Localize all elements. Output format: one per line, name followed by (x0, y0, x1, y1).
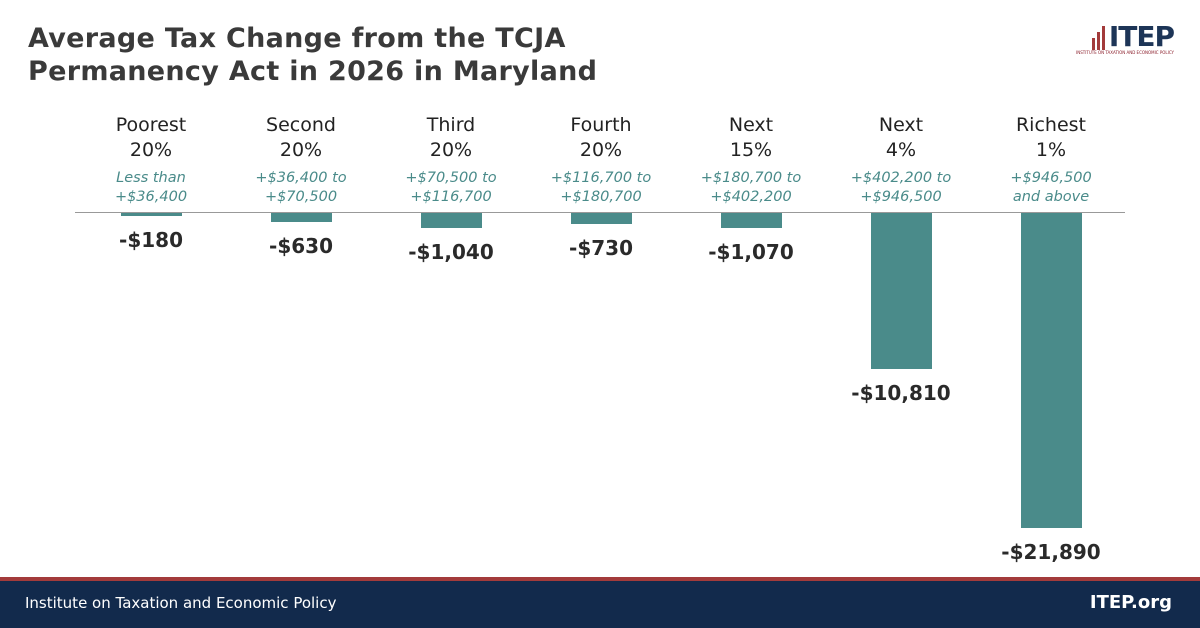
baseline (75, 212, 1125, 213)
value-label: -$180 (119, 227, 183, 252)
footer-text: Institute on Taxation and Economic Polic… (25, 594, 337, 612)
income-range: +$70,500 to +$116,700 (405, 170, 497, 205)
income-range: +$116,700 to +$180,700 (550, 170, 652, 205)
category-label: Next 15% (728, 114, 774, 161)
income-range: Less than +$36,400 (114, 170, 188, 205)
value-label: -$1,040 (408, 239, 494, 264)
category-label: Poorest 20% (115, 114, 187, 161)
logo: ITEP (1108, 20, 1175, 53)
value-label: -$21,890 (1001, 540, 1101, 564)
bar (570, 213, 632, 224)
category-label: Next 4% (878, 114, 924, 161)
value-label: -$10,810 (851, 380, 951, 405)
logo-icon (1092, 26, 1105, 50)
income-range: +$946,500 and above (1010, 170, 1092, 205)
category-label: Fourth 20% (570, 114, 632, 161)
footer (0, 577, 1200, 628)
value-label: -$1,070 (708, 240, 794, 265)
income-range: +$36,400 to +$70,500 (255, 170, 347, 205)
bar (270, 213, 332, 223)
income-range: +$402,200 to +$946,500 (850, 170, 952, 205)
bar (720, 213, 782, 229)
chart-title: Average Tax Change from the TCJA Permane… (28, 23, 598, 87)
value-label: -$630 (269, 234, 333, 259)
bar (120, 213, 182, 216)
bar (420, 213, 482, 228)
bar (870, 213, 932, 369)
category-label: Third 20% (426, 114, 476, 161)
category-label: Richest 1% (1015, 114, 1086, 161)
bar (1020, 213, 1082, 528)
logo-subtitle: INSTITUTE ON TAXATION AND ECONOMIC POLIC… (1076, 50, 1174, 55)
income-range: +$180,700 to +$402,200 (700, 170, 802, 205)
category-label: Second 20% (266, 114, 336, 161)
value-label: -$730 (569, 235, 633, 260)
footer-link: ITEP.org (1089, 592, 1172, 613)
